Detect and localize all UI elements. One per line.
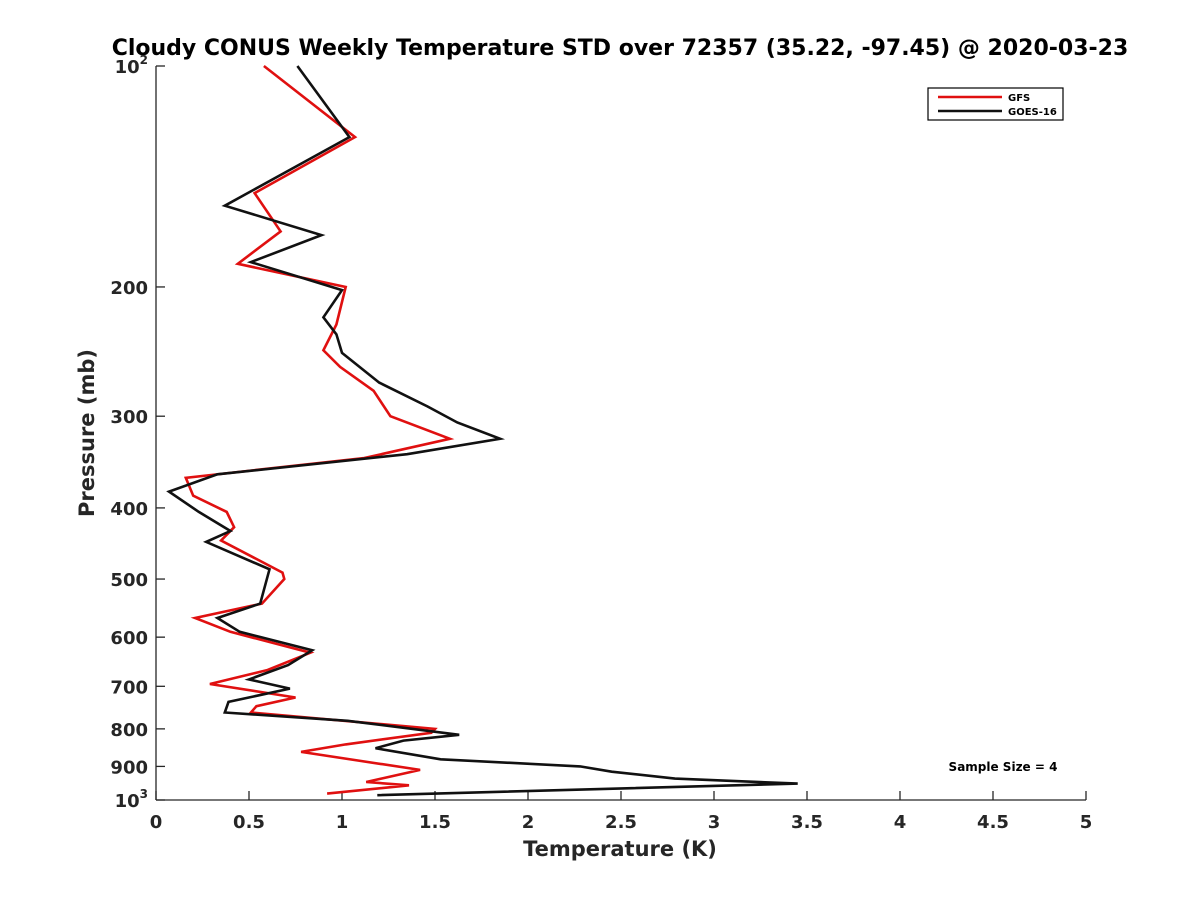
legend-box xyxy=(927,87,1064,121)
y-tick-label: 500 xyxy=(110,570,148,591)
series-line-goes-16 xyxy=(166,65,798,797)
x-tick-label: 4.5 xyxy=(977,812,1009,833)
plot-area: 0 0.5 1 1.5 2 2.5 3 3.5 4 4.5 5 102 200 300 400 500 600 7… xyxy=(110,53,1092,833)
x-tick-label: 1 xyxy=(336,812,349,833)
y-tick-label: 700 xyxy=(110,677,148,698)
y-tick-label: 400 xyxy=(110,499,148,520)
y-tick-label: 300 xyxy=(110,407,148,428)
sample-size-annotation: Sample Size = 4 xyxy=(949,760,1058,774)
y-tick-label: 200 xyxy=(110,278,148,299)
x-tick-label: 2 xyxy=(522,812,535,833)
legend-label-goes-16: GOES-16 xyxy=(1008,107,1057,118)
chart-title: Cloudy CONUS Weekly Temperature STD over… xyxy=(112,36,1129,61)
y-tick-label: 800 xyxy=(110,720,148,741)
series-line-gfs xyxy=(183,64,455,795)
y-tick-label: 103 xyxy=(115,787,148,812)
x-tick-label: 0 xyxy=(150,812,163,833)
y-tick-label: 102 xyxy=(115,53,148,78)
legend: GFS GOES-16 xyxy=(927,87,1064,121)
x-axis-label: Temperature (K) xyxy=(523,837,717,861)
y-tick-label: 900 xyxy=(110,757,148,778)
legend-label-gfs: GFS xyxy=(1008,93,1030,104)
x-tick-label: 1.5 xyxy=(419,812,451,833)
x-tick-label: 4 xyxy=(894,812,907,833)
x-tick-label: 2.5 xyxy=(605,812,637,833)
x-tick-label: 0.5 xyxy=(233,812,265,833)
y-tick-label: 600 xyxy=(110,628,148,649)
x-tick-label: 5 xyxy=(1080,812,1093,833)
x-tick-label: 3.5 xyxy=(791,812,823,833)
y-axis-label: Pressure (mb) xyxy=(75,349,99,517)
x-tick-label: 3 xyxy=(708,812,721,833)
